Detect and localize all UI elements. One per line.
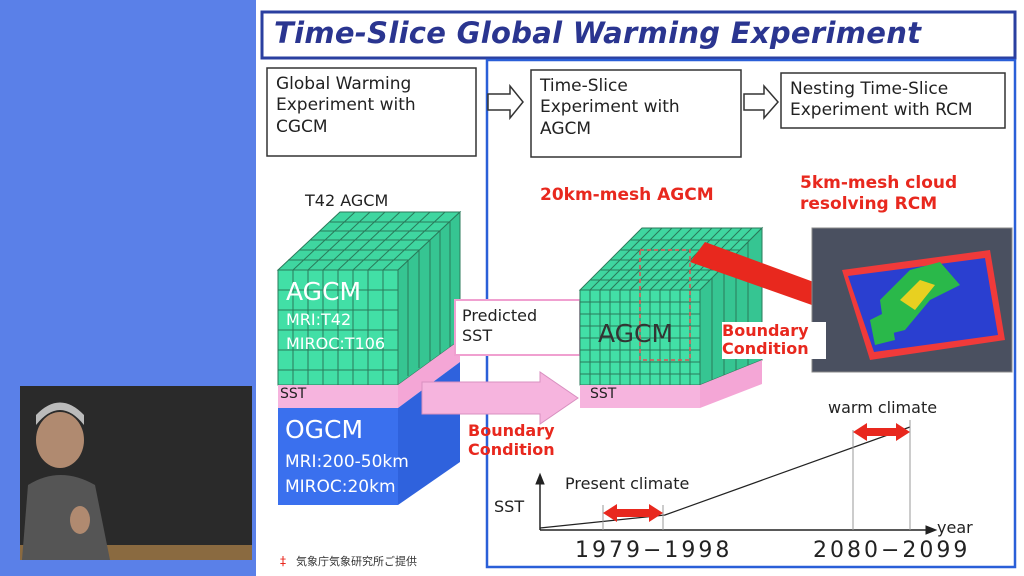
period-arrow [603, 423, 910, 522]
period-label: warm climate [828, 398, 938, 417]
rcm-map [811, 227, 1013, 373]
footnote: 気象庁気象研究所ご提供 [296, 555, 417, 568]
slide-title: Time-Slice Global Warming Experiment [274, 16, 922, 50]
ocean-label: OGCM [285, 415, 364, 444]
footnote-mark: ‡ [280, 554, 286, 568]
flow-label: Time-Slice Experiment with AGCM [540, 76, 680, 139]
boundary-condition-label: Boundary Condition [468, 421, 555, 460]
period-label: Present climate [565, 474, 690, 493]
left-cube [276, 210, 462, 505]
model-detail: MRI:T42 [286, 310, 352, 329]
predicted-sst-box [454, 299, 581, 356]
model-detail: MRI:200-50km [285, 452, 409, 472]
flow-arrow [487, 83, 524, 121]
predicted-sst-label: Predicted SST [462, 306, 538, 345]
model-heading: 20km-mesh AGCM [540, 185, 714, 205]
model-detail: MIROC:20km [285, 477, 396, 497]
flow-box [266, 67, 477, 157]
period-years: 2080−2099 [813, 538, 971, 563]
sst-label: SST [590, 386, 617, 402]
title-frame [260, 10, 1017, 60]
presenter-video [20, 386, 252, 560]
flow-label: Nesting Time-Slice Experiment with RCM [790, 79, 973, 121]
flow-label: Global Warming Experiment with CGCM [276, 74, 416, 137]
sst-arrow [421, 371, 579, 425]
flow-box [530, 69, 742, 158]
atmosphere-label: AGCM [286, 277, 362, 306]
model-detail: MIROC:T106 [286, 334, 386, 353]
atmosphere-label: AGCM [598, 319, 674, 348]
axis-label: SST [494, 497, 525, 516]
boundary-condition-label: Boundary Condition [722, 321, 826, 359]
timeline [535, 420, 938, 535]
model-heading: 5km-mesh cloud resolving RCM [800, 173, 958, 215]
model-heading: T42 AGCM [305, 191, 389, 210]
axis-label: year [937, 518, 973, 537]
flow-arrow [743, 84, 779, 120]
sst-label: SST [280, 386, 307, 402]
flow-box [780, 72, 1006, 129]
period-years: 1979−1998 [575, 538, 733, 563]
